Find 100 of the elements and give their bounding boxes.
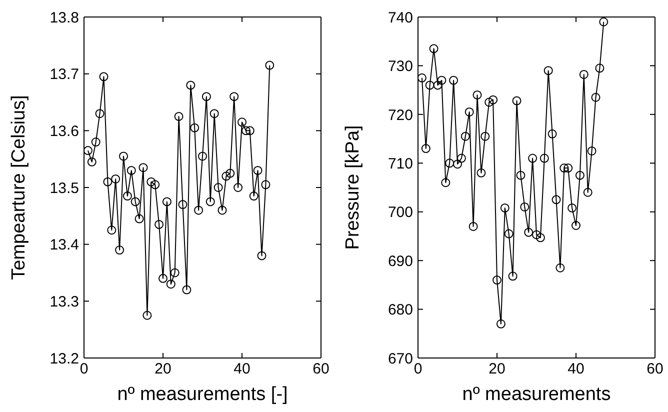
point	[560, 164, 569, 173]
point	[154, 220, 164, 229]
point	[418, 73, 426, 82]
point	[595, 64, 604, 73]
y-axis-title: Tempearture [Celsius]	[8, 95, 30, 280]
point	[544, 66, 553, 76]
point	[146, 177, 156, 186]
point	[492, 276, 502, 285]
point	[162, 197, 172, 206]
x-tick-label: 0	[414, 360, 422, 378]
point	[472, 90, 482, 100]
y-tick-label: 720	[388, 106, 413, 124]
point	[421, 144, 430, 154]
point	[484, 98, 494, 107]
y-axis-title: Pressure [kPa]	[342, 125, 364, 250]
point	[234, 183, 243, 192]
point	[425, 80, 434, 90]
point	[170, 268, 180, 278]
point	[257, 251, 266, 260]
y-tick-label: 700	[388, 204, 413, 222]
point	[198, 152, 207, 161]
point	[91, 138, 100, 147]
point	[178, 200, 188, 210]
point	[202, 92, 211, 102]
y-tick-label: 680	[388, 302, 413, 319]
x-tick-label: 40	[234, 360, 250, 378]
point	[464, 107, 474, 116]
point	[218, 206, 227, 215]
point	[210, 109, 219, 118]
point	[214, 183, 223, 192]
point	[194, 206, 204, 215]
y-tick-label: 13.3	[50, 293, 79, 310]
point	[599, 17, 608, 26]
point	[480, 132, 490, 141]
point	[433, 80, 442, 90]
point	[245, 126, 254, 136]
point	[119, 152, 128, 161]
y-tick-label: 13.2	[50, 350, 79, 368]
y-tick-label: 670	[388, 350, 413, 368]
x-tick-label: 0	[80, 360, 88, 378]
point	[226, 168, 235, 178]
point	[468, 222, 478, 231]
point	[453, 160, 462, 169]
point	[190, 123, 200, 132]
point	[99, 72, 108, 82]
point	[429, 44, 438, 54]
point	[516, 170, 526, 180]
y-tick-label: 13.4	[50, 236, 79, 254]
point	[512, 96, 522, 106]
point	[122, 192, 132, 201]
point	[476, 168, 486, 178]
x-tick-label: 60	[312, 360, 330, 378]
point	[166, 280, 176, 289]
point	[579, 70, 588, 79]
x-tick-label: 20	[154, 360, 172, 378]
x-tick-label: 60	[646, 360, 664, 378]
y-tick-label: 740	[388, 9, 413, 26]
point	[504, 229, 514, 238]
point	[552, 195, 561, 204]
point	[587, 146, 596, 156]
point	[520, 202, 530, 212]
point	[583, 188, 592, 197]
point	[441, 178, 450, 188]
point	[115, 246, 124, 255]
y-tick-label: 710	[388, 155, 413, 172]
point	[84, 146, 92, 156]
point	[591, 92, 600, 102]
point	[158, 274, 168, 283]
point	[138, 163, 148, 172]
y-tick-label: 13.7	[50, 66, 79, 84]
point	[575, 170, 584, 180]
point	[496, 319, 506, 328]
point	[87, 157, 96, 166]
point	[130, 197, 140, 206]
point	[111, 174, 120, 184]
point	[532, 230, 541, 240]
x-tick-label: 40	[568, 360, 584, 378]
point	[548, 129, 557, 138]
point	[249, 192, 258, 201]
point	[524, 228, 534, 237]
point	[222, 172, 231, 181]
point	[564, 164, 573, 173]
point	[126, 166, 136, 175]
point	[568, 203, 577, 212]
point	[238, 118, 246, 127]
y-tick-label: 13.8	[50, 9, 79, 26]
point	[182, 285, 192, 294]
point	[460, 132, 470, 141]
point	[150, 180, 160, 190]
point	[134, 214, 144, 224]
point	[186, 80, 196, 90]
point	[508, 272, 518, 281]
point	[528, 154, 538, 163]
point	[445, 158, 454, 168]
point	[206, 197, 215, 206]
y-tick-label: 13.5	[50, 180, 79, 197]
point	[437, 76, 446, 85]
point	[103, 177, 112, 186]
point	[174, 112, 184, 121]
point	[556, 263, 565, 272]
